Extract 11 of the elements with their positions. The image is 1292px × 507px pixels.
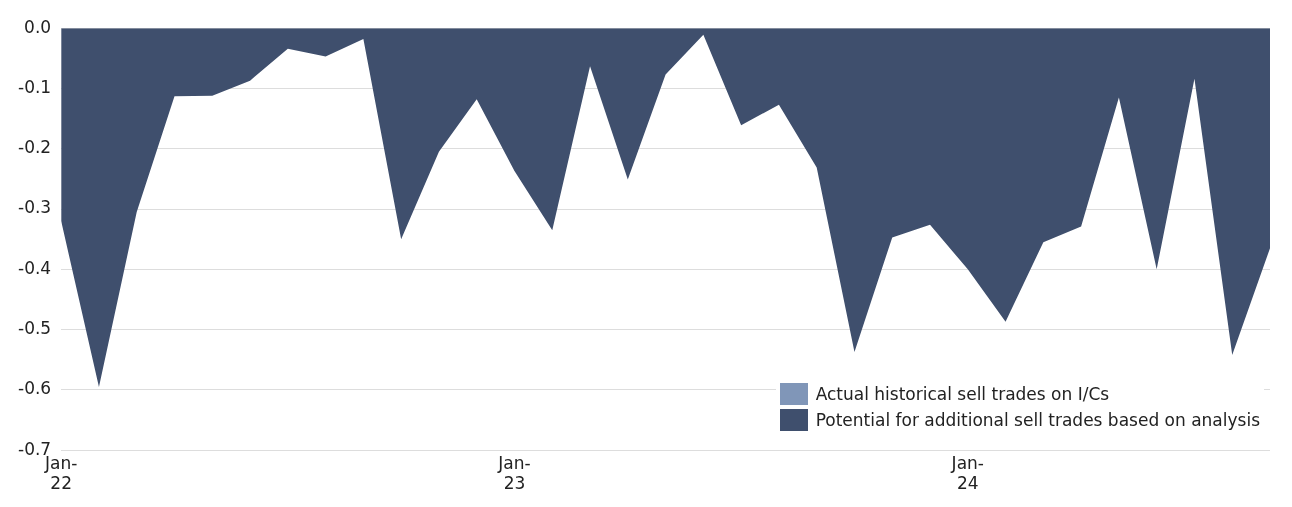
y-tick-label: 0.0 [24,16,52,37]
x-tick-label: Jan-24 [950,452,984,494]
y-tick-label: -0.5 [18,318,52,339]
legend-label: Potential for additional sell trades based on analysis [815,410,1260,430]
y-tick-label: -0.1 [18,76,52,97]
y-tick-label: -0.4 [18,257,52,278]
x-tick-label: Jan-23 [497,452,531,494]
y-tick-label: -0.2 [18,137,52,158]
y-tick-label: -0.3 [18,197,52,218]
legend-label: Actual historical sell trades on I/Cs [815,384,1110,404]
y-tick-label: -0.6 [18,378,52,399]
